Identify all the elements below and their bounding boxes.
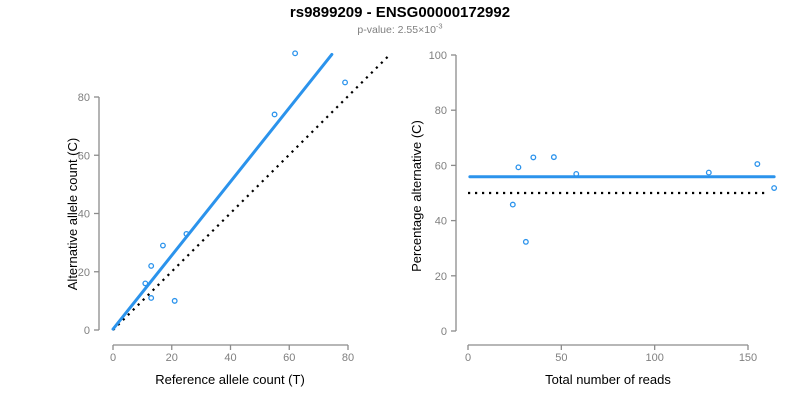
data-point [771,185,778,191]
data-point [550,154,557,161]
percentage-vs-reads-scatter: 0 50 100 150 0 20 40 60 80 100 Total number of rea… [409,50,778,387]
pvalue-text: p-value: 2.55×10 [357,24,436,36]
pvalue-exponent: -3 [435,21,443,31]
y-tick-label: 40 [435,216,447,228]
x-axis-title: Reference allele count (T) [155,372,305,387]
data-point [342,79,349,86]
x-tick-label: 100 [645,352,663,364]
x-tick-label: 0 [110,352,116,364]
y-tick-label: 0 [441,326,447,338]
x-tick-label: 60 [283,352,295,364]
x-tick-label: 40 [224,352,236,364]
data-point [171,297,178,304]
y-tick-label: 60 [435,160,447,172]
data-point [142,280,149,287]
plot-title: rs9899209 - ENSG00000172992 [289,4,511,21]
y-tick-label: 0 [84,325,90,337]
data-point [515,164,522,171]
y-tick-label: 80 [435,105,447,117]
y-tick-label: 60 [78,150,90,162]
x-tick-label: 20 [166,352,178,364]
data-point [159,242,166,249]
data-point [292,50,299,57]
data-point [148,295,155,301]
x-tick-label: 0 [465,352,471,364]
y-axis-title: Percentage alternative (C) [409,120,424,272]
regression-line [111,52,334,331]
data-point [754,161,761,167]
y-tick-label: 40 [78,209,90,221]
plot-subtitle: p-value: 2.55×10-3 [0,21,800,36]
x-axis-title: Total number of reads [545,372,671,387]
allele-count-scatter: 0 20 40 60 80 0 20 40 60 80 Reference allele count… [65,50,390,387]
data-point [530,154,537,161]
data-point [522,238,529,245]
y-axis-title: Alternative allele count (C) [65,138,80,290]
data-point [148,262,155,269]
identity-line [112,54,390,331]
y-tick-label: 100 [429,50,447,62]
y-tick-label: 80 [78,92,90,104]
y-tick-label: 20 [435,271,447,283]
data-point [183,230,190,237]
x-tick-label: 150 [739,352,757,364]
data-point [271,111,278,118]
data-point [573,171,580,177]
x-tick-label: 50 [555,352,567,364]
data-point [705,169,712,176]
data-point [509,201,516,208]
y-tick-label: 20 [78,267,90,279]
x-tick-label: 80 [342,352,354,364]
